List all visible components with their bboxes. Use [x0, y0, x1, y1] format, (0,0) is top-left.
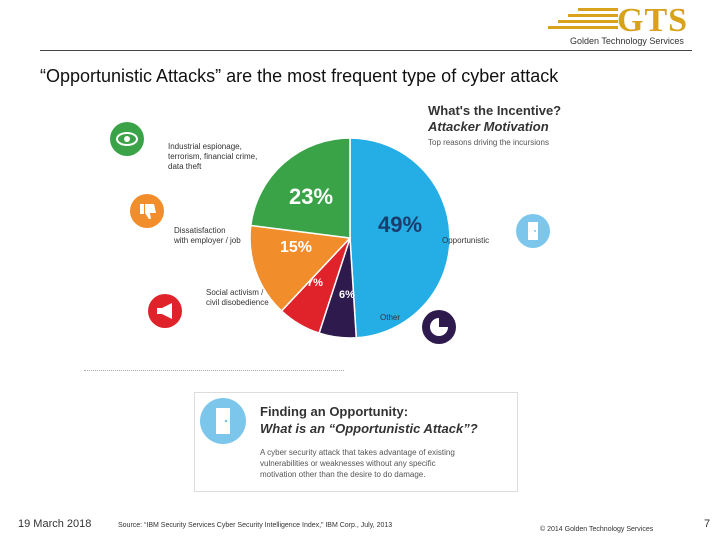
door-icon: [516, 214, 550, 248]
footer-date: 19 March 2018: [18, 518, 92, 530]
infographic-title: What's the Incentive?: [428, 103, 562, 118]
logo-text: GTS: [617, 2, 689, 39]
pie-slice-3: [280, 237, 351, 335]
slide-title: “Opportunistic Attacks” are the most fre…: [40, 66, 559, 86]
eye-icon: [110, 122, 144, 156]
footer-source: Source: “IBM Security Services Cyber Sec…: [118, 522, 393, 529]
pie-slice-5: [249, 137, 351, 239]
label-other: Other: [380, 313, 401, 322]
pie-value-label-1: 49%: [378, 212, 422, 237]
logo-subtitle: Golden Technology Services: [570, 36, 684, 46]
definition-heading: Finding an Opportunity:: [260, 404, 409, 419]
door-icon: [200, 398, 246, 444]
definition-box: [194, 392, 518, 492]
pie-icon: [422, 310, 456, 344]
infographic-description: Top reasons driving the incursions: [428, 138, 549, 147]
label-dissatisfaction: Dissatisfaction with employer / job: [174, 226, 241, 245]
header-divider: [40, 50, 692, 51]
footer-copyright: © 2014 Golden Technology Services: [540, 526, 654, 533]
definition-subheading: What is an “Opportunistic Attack”?: [260, 421, 478, 436]
pie-slice-1: [349, 137, 451, 339]
logo-stripes-icon: [548, 8, 618, 29]
definition-body: A cyber security attack that takes advan…: [260, 448, 455, 479]
pie-value-label-5: 23%: [289, 184, 333, 209]
label-espionage: Industrial espionage, terrorism, financia…: [168, 142, 258, 171]
infographic-subtitle: Attacker Motivation: [428, 119, 549, 134]
label-activism: Social activism / civil disobedience: [206, 288, 269, 307]
megaphone-icon: [148, 294, 182, 328]
pie-slice-2: [318, 237, 358, 339]
section-divider: [84, 370, 344, 371]
thumbs-down-icon: [130, 194, 164, 228]
page-number: 7: [704, 518, 711, 530]
pie-value-label-2: 6%: [339, 289, 355, 301]
pie-value-label-4: 15%: [280, 239, 312, 256]
pie-value-label-3: 7%: [307, 277, 323, 289]
label-opportunistic: Opportunistic: [442, 236, 490, 245]
